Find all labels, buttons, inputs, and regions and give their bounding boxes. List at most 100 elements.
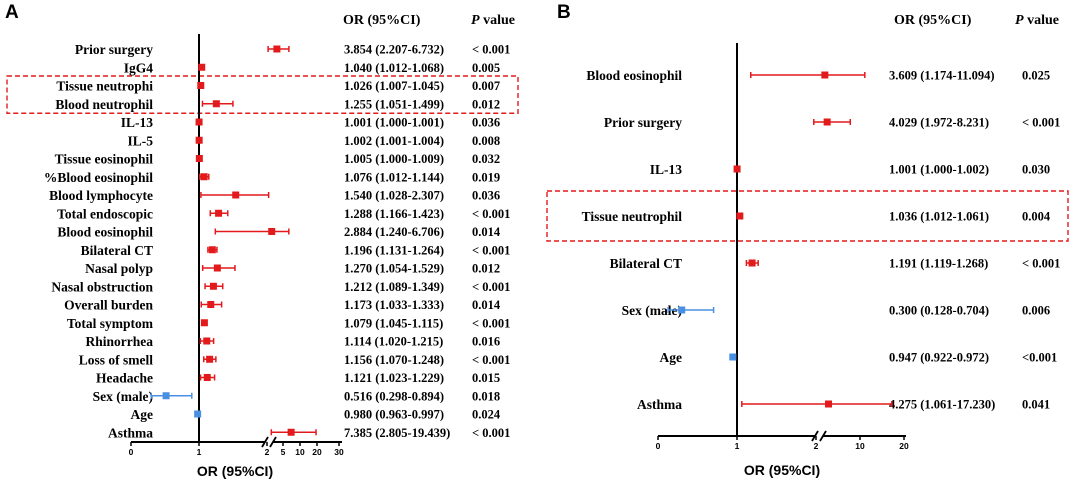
panel-a-row-nasal-polyp-label: Nasal polyp — [85, 261, 153, 276]
panel-a-row-overall-burden-p-value: 0.014 — [472, 298, 501, 312]
panel-b-header-or: OR (95%CI) — [894, 13, 972, 28]
panel-a-row-age-or-ci: 0.980 (0.963-0.997) — [344, 408, 444, 422]
panel-b-row-asthma-point — [825, 400, 833, 408]
panel-b-x-tick-label: 10 — [855, 441, 865, 451]
panel-b-x-tick-label: 1 — [735, 441, 740, 451]
panel-a-row-sex-male-point — [162, 392, 170, 400]
panel-b-row-prior-surgery-p-value: < 0.001 — [1022, 116, 1060, 130]
panel-a-row-sex-male-or-ci: 0.516 (0.298-0.894) — [344, 389, 444, 403]
panel-a-row-total-endoscopic-label: Total endoscopic — [57, 206, 153, 221]
panel-b-row-asthma-label: Asthma — [637, 397, 682, 412]
panel-a-row-il-13-or-ci: 1.001 (1.000-1.001) — [344, 116, 444, 130]
panel-b-row-blood-eosinophil-or-ci: 3.609 (1.174-11.094) — [889, 69, 995, 83]
panel-a-row-bilateral-ct-label: Bilateral CT — [81, 243, 153, 258]
panel-a-row-blood-eosinophil-label: Blood eosinophil — [57, 225, 153, 240]
panel-b-row-il-13-point — [733, 165, 741, 173]
panel-b-axis-break-mark — [819, 430, 827, 442]
panel-a-row-igg4-point — [198, 63, 206, 71]
panel-a: A OR (95%CI) P value 0 1 2 5 10 20 30 OR (95%CI) Pr… — [5, 2, 519, 479]
panel-b-row-tissue-neutrophil-p-value: 0.004 — [1022, 210, 1051, 224]
panel-b-row-sex-male-or-ci: 0.300 (0.128-0.704) — [889, 304, 989, 318]
panel-a-row-tissue-eosinophil-label: Tissue eosinophil — [55, 152, 154, 167]
panel-b-row-bilateral-ct-p-value: < 0.001 — [1022, 257, 1060, 271]
panel-b-row-blood-eosinophil-point — [821, 71, 829, 79]
panel-a-row-age-point — [194, 410, 202, 418]
panel-a-row-tissue-eosinophil-point — [195, 155, 203, 162]
panel-b-row-sex-male-label: Sex (male) — [622, 303, 682, 318]
panel-a-row-asthma-point — [287, 428, 295, 436]
panel-a-row-nasal-obstruction-point — [209, 282, 217, 290]
panel-a-row-prior-surgery-p-value: < 0.001 — [472, 43, 510, 57]
panel-a-x-axis-title: OR (95%CI) — [197, 463, 273, 479]
panel-a-row-rhinorrhea-label: Rhinorrhea — [86, 334, 154, 349]
panel-a-row-total-symptom-or-ci: 1.079 (1.045-1.115) — [344, 316, 443, 330]
panel-a-row-total-symptom-p-value: < 0.001 — [472, 316, 510, 330]
panel-a-row-loss-of-smell-or-ci: 1.156 (1.070-1.248) — [344, 353, 444, 367]
panel-a-row-loss-of-smell-label: Loss of smell — [79, 352, 153, 367]
panel-a-row-sex-male-label: Sex (male) — [93, 389, 153, 404]
panel-a-row-asthma-p-value: < 0.001 — [472, 426, 510, 440]
panel-a-row-il-13-p-value: 0.036 — [472, 116, 500, 130]
panel-a-row-tissue-neutrophi-or-ci: 1.026 (1.007-1.045) — [344, 79, 444, 93]
panel-a-row-blood-eosinophil-point — [268, 228, 276, 235]
panel-a-row-blood-eosinophil-label: %Blood eosinophil — [44, 170, 153, 185]
panel-a-x-tick-label: 5 — [281, 447, 286, 457]
panel-a-x-tick-label: 1 — [197, 447, 202, 457]
panel-b-row-il-13-or-ci: 1.001 (1.000-1.002) — [889, 163, 989, 177]
panel-b-row-prior-surgery-or-ci: 4.029 (1.972-8.231) — [889, 116, 989, 130]
panel-b-row-tissue-neutrophil-point — [736, 212, 744, 220]
panel-a-x-tick-label: 0 — [129, 447, 134, 457]
panel-b-axis-break-mark — [811, 430, 819, 442]
panel-a-row-total-symptom-label: Total symptom — [67, 316, 154, 331]
panel-a-row-rhinorrhea-or-ci: 1.114 (1.020-1.215) — [344, 335, 443, 349]
panel-b-row-bilateral-ct-or-ci: 1.191 (1.119-1.268) — [889, 257, 988, 271]
panel-b-row-prior-surgery-label: Prior surgery — [604, 115, 682, 130]
panel-a-row-blood-lymphocyte-or-ci: 1.540 (1.028-2.307) — [344, 189, 444, 203]
panel-a-x-tick-label: 2 — [265, 447, 270, 457]
panel-a-row-prior-surgery-label: Prior surgery — [75, 42, 153, 57]
panel-a-row-blood-neutrophil-p-value: 0.012 — [472, 97, 500, 111]
panel-a-row-prior-surgery-point — [273, 45, 281, 53]
panel-a-row-blood-lymphocyte-p-value: 0.036 — [472, 189, 500, 203]
panel-a-x-tick-label: 30 — [334, 447, 344, 457]
panel-a-row-igg4-p-value: 0.005 — [472, 61, 500, 75]
panel-a-row-nasal-polyp-p-value: 0.012 — [472, 262, 500, 276]
panel-a-row-blood-eosinophil-or-ci: 1.076 (1.012-1.144) — [344, 170, 444, 184]
panel-b-row-bilateral-ct-label: Bilateral CT — [610, 256, 682, 271]
panel-a-row-total-endoscopic-or-ci: 1.288 (1.166-1.423) — [344, 207, 444, 221]
panel-a-row-blood-lymphocyte-label: Blood lymphocyte — [49, 188, 153, 203]
panel-a-row-headache-p-value: 0.015 — [472, 371, 500, 385]
panel-a-row-asthma-or-ci: 7.385 (2.805-19.439) — [344, 426, 450, 440]
panel-a-axis-break-mark — [269, 436, 277, 448]
panel-b-row-asthma-or-ci: 4.275 (1.061-17.230) — [889, 398, 995, 412]
panel-b-row-blood-eosinophil-label: Blood eosinophil — [586, 68, 682, 83]
panel-a-row-age-label: Age — [131, 407, 154, 422]
panel-a-row-bilateral-ct-or-ci: 1.196 (1.131-1.264) — [344, 243, 444, 257]
panel-a-row-sex-male-p-value: 0.018 — [472, 389, 500, 403]
panel-a-row-tissue-neutrophi-label: Tissue neutrophi — [56, 79, 153, 94]
panel-a-row-headache-point — [203, 374, 211, 381]
panel-a-header-or: OR (95%CI) — [343, 13, 421, 28]
panel-a-row-blood-neutrophil-point — [212, 100, 220, 108]
panel-a-row-overall-burden-or-ci: 1.173 (1.033-1.333) — [344, 298, 444, 312]
panel-a-row-blood-neutrophil-or-ci: 1.255 (1.051-1.499) — [344, 97, 444, 111]
panel-a-row-il-5-label: IL-5 — [127, 133, 153, 148]
panel-a-row-prior-surgery-or-ci: 3.854 (2.207-6.732) — [344, 43, 444, 57]
panel-b-highlight-frame — [546, 190, 1069, 242]
panel-b-letter: B — [557, 2, 571, 23]
panel-a-row-blood-eosinophil-p-value: 0.014 — [472, 225, 501, 239]
panel-a-row-bilateral-ct-point — [208, 246, 216, 254]
panel-b-row-asthma-p-value: 0.041 — [1022, 398, 1050, 412]
panel-a-row-total-symptom-point — [200, 319, 208, 327]
panel-a-row-headache-or-ci: 1.121 (1.023-1.229) — [344, 371, 444, 385]
panel-a-row-igg4-or-ci: 1.040 (1.012-1.068) — [344, 61, 444, 75]
panel-b-row-bilateral-ct-point — [748, 259, 756, 267]
panel-a-row-tissue-eosinophil-p-value: 0.032 — [472, 152, 500, 166]
panel-a-row-loss-of-smell-point — [206, 355, 214, 363]
panel-a-x-tick-label: 10 — [295, 447, 305, 457]
panel-a-row-blood-neutrophil-label: Blood neutrophil — [55, 97, 153, 112]
panel-a-row-age-p-value: 0.024 — [472, 408, 501, 422]
panel-a-x-tick-label: 20 — [312, 447, 322, 457]
panel-b-row-age-label: Age — [660, 350, 683, 365]
